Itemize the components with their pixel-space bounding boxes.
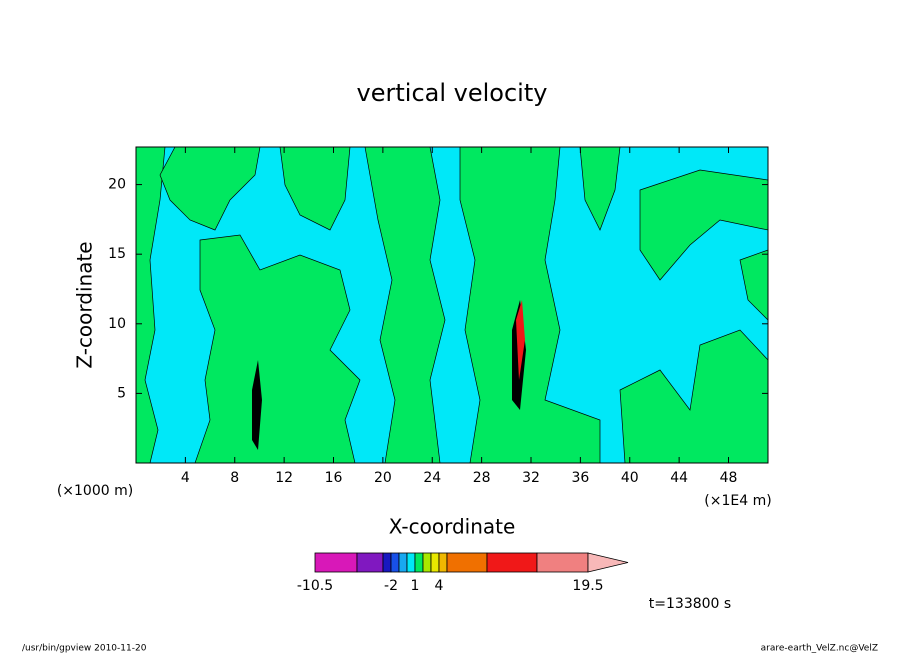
colorbar-box (486, 552, 538, 573)
colorbar-box (438, 552, 448, 573)
colorbar-box (422, 552, 432, 573)
y-tick-label: 5 (117, 385, 126, 401)
y-axis-title: Z-coordinate (73, 241, 97, 368)
x-scale-note: (×1E4 m) (704, 493, 771, 509)
contour-region (639, 169, 769, 281)
contour-region (252, 360, 262, 450)
x-tick-label: 4 (181, 470, 190, 486)
y-tick-label: 20 (108, 177, 126, 193)
colorbar-box (398, 552, 408, 573)
colorbar-box (356, 552, 384, 573)
x-tick-label: 20 (374, 470, 392, 486)
x-unit: (×1000 m) (57, 483, 133, 499)
contour-region (159, 146, 261, 231)
contour-region (516, 300, 525, 380)
colorbar-label: 19.5 (572, 578, 603, 594)
contour-regions (135, 146, 769, 464)
x-axis-title: X-coordinate (389, 515, 516, 539)
x-tick-label: 28 (473, 470, 491, 486)
colorbar-extend (587, 552, 629, 573)
colorbar-label: -10.5 (297, 578, 333, 594)
x-tick-label: 40 (621, 470, 639, 486)
x-tick-label: 44 (670, 470, 688, 486)
colorbar-label: 4 (435, 578, 444, 594)
x-tick-label: 36 (571, 470, 589, 486)
x-tick-label: 12 (275, 470, 293, 486)
x-tick-label: 32 (522, 470, 540, 486)
colorbar-box (382, 552, 392, 573)
colorbar-label: -2 (384, 578, 398, 594)
y-tick-label: 15 (108, 246, 126, 262)
time-label: t=133800 s (649, 596, 731, 612)
colorbar-label: 1 (411, 578, 420, 594)
contour-region (459, 146, 601, 464)
colorbar-box (414, 552, 424, 573)
colorbar-box (406, 552, 416, 573)
chart-title: vertical velocity (357, 79, 548, 107)
footer-right: arare-earth_VelZ.nc@VelZ (761, 644, 878, 654)
contour-region (194, 234, 361, 464)
x-tick-label: 48 (720, 470, 738, 486)
colorbar-box (390, 552, 400, 573)
colorbar-box (536, 552, 589, 573)
colorbar-box (314, 552, 358, 573)
plot-frame (135, 146, 769, 464)
contour-field (135, 146, 769, 464)
x-tick-label: 16 (325, 470, 343, 486)
footer-left: /usr/bin/gpview 2010-11-20 (22, 644, 147, 654)
x-tick-label: 24 (423, 470, 441, 486)
y-tick-label: 10 (108, 316, 126, 332)
x-tick-label: 8 (230, 470, 239, 486)
colorbar-box (430, 552, 440, 573)
colorbar-box (446, 552, 488, 573)
